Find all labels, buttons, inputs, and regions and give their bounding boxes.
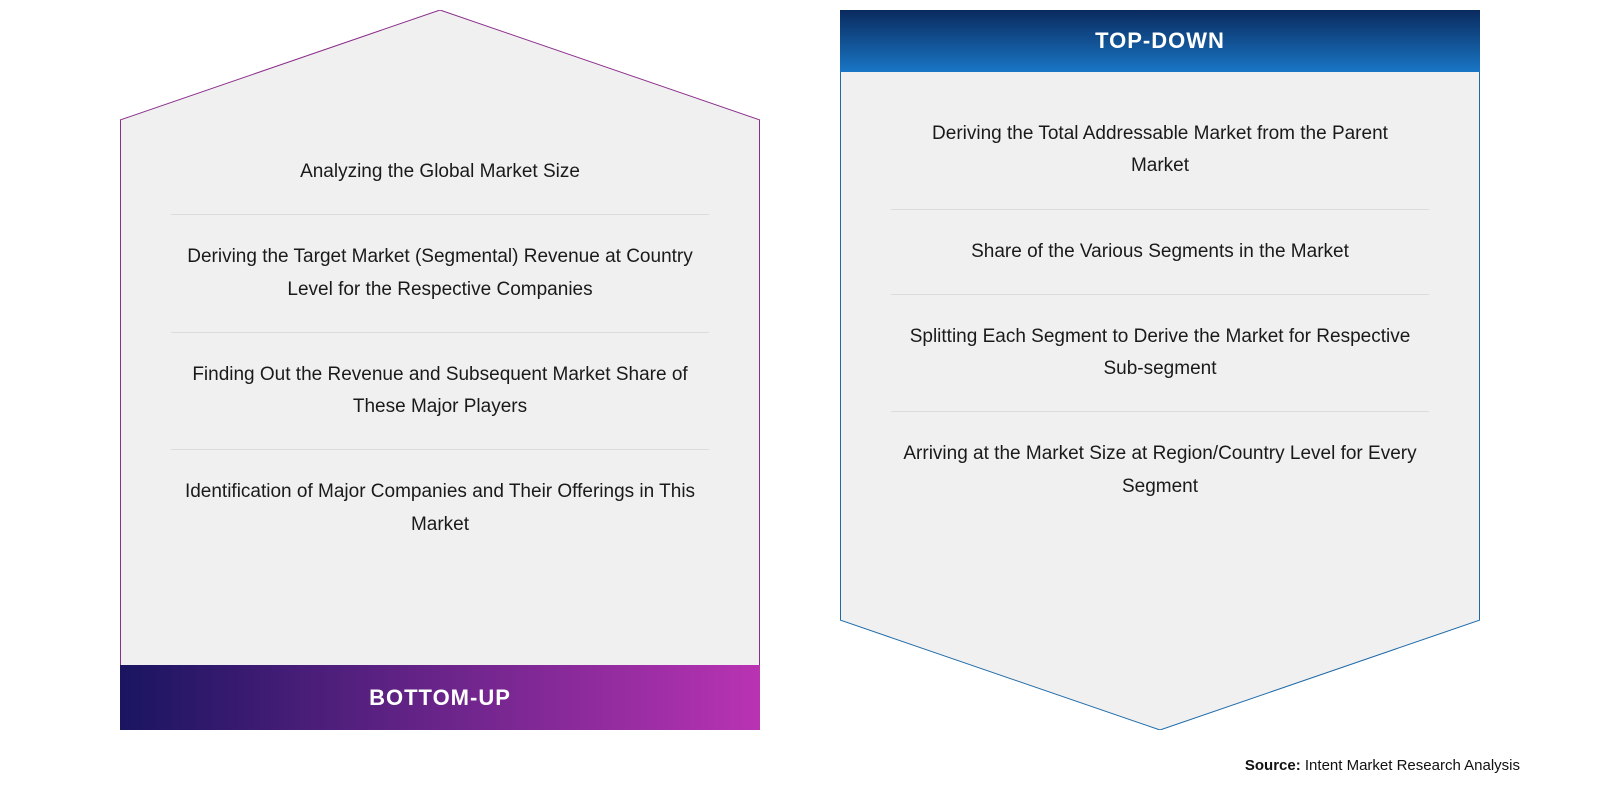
top-down-title-bar: TOP-DOWN [840, 10, 1480, 72]
source-text: Intent Market Research Analysis [1305, 757, 1520, 774]
bottom-up-item: Identification of Major Companies and Th… [171, 450, 709, 567]
bottom-up-body: Analyzing the Global Market SizeDeriving… [120, 120, 760, 665]
top-down-body: Deriving the Total Addressable Market fr… [840, 72, 1480, 620]
bottom-up-title-bar: BOTTOM-UP [120, 665, 760, 730]
top-down-item: Deriving the Total Addressable Market fr… [891, 92, 1429, 210]
bottom-up-item: Analyzing the Global Market Size [171, 130, 709, 215]
top-down-item: Splitting Each Segment to Derive the Mar… [891, 295, 1429, 413]
source-citation: Source: Intent Market Research Analysis [1245, 757, 1520, 774]
bottom-up-panel: Analyzing the Global Market SizeDeriving… [120, 10, 760, 730]
bottom-up-item: Deriving the Target Market (Segmental) R… [171, 215, 709, 333]
source-label: Source: [1245, 757, 1301, 774]
bottom-up-item: Finding Out the Revenue and Subsequent M… [171, 333, 709, 451]
top-down-title: TOP-DOWN [1095, 28, 1225, 54]
top-down-arrowhead [840, 620, 1480, 730]
bottom-up-arrowhead [120, 10, 760, 120]
top-down-item: Share of the Various Segments in the Mar… [891, 210, 1429, 295]
top-down-panel: TOP-DOWN Deriving the Total Addressable … [840, 10, 1480, 730]
top-down-item: Arriving at the Market Size at Region/Co… [891, 412, 1429, 529]
bottom-up-title: BOTTOM-UP [369, 685, 511, 711]
